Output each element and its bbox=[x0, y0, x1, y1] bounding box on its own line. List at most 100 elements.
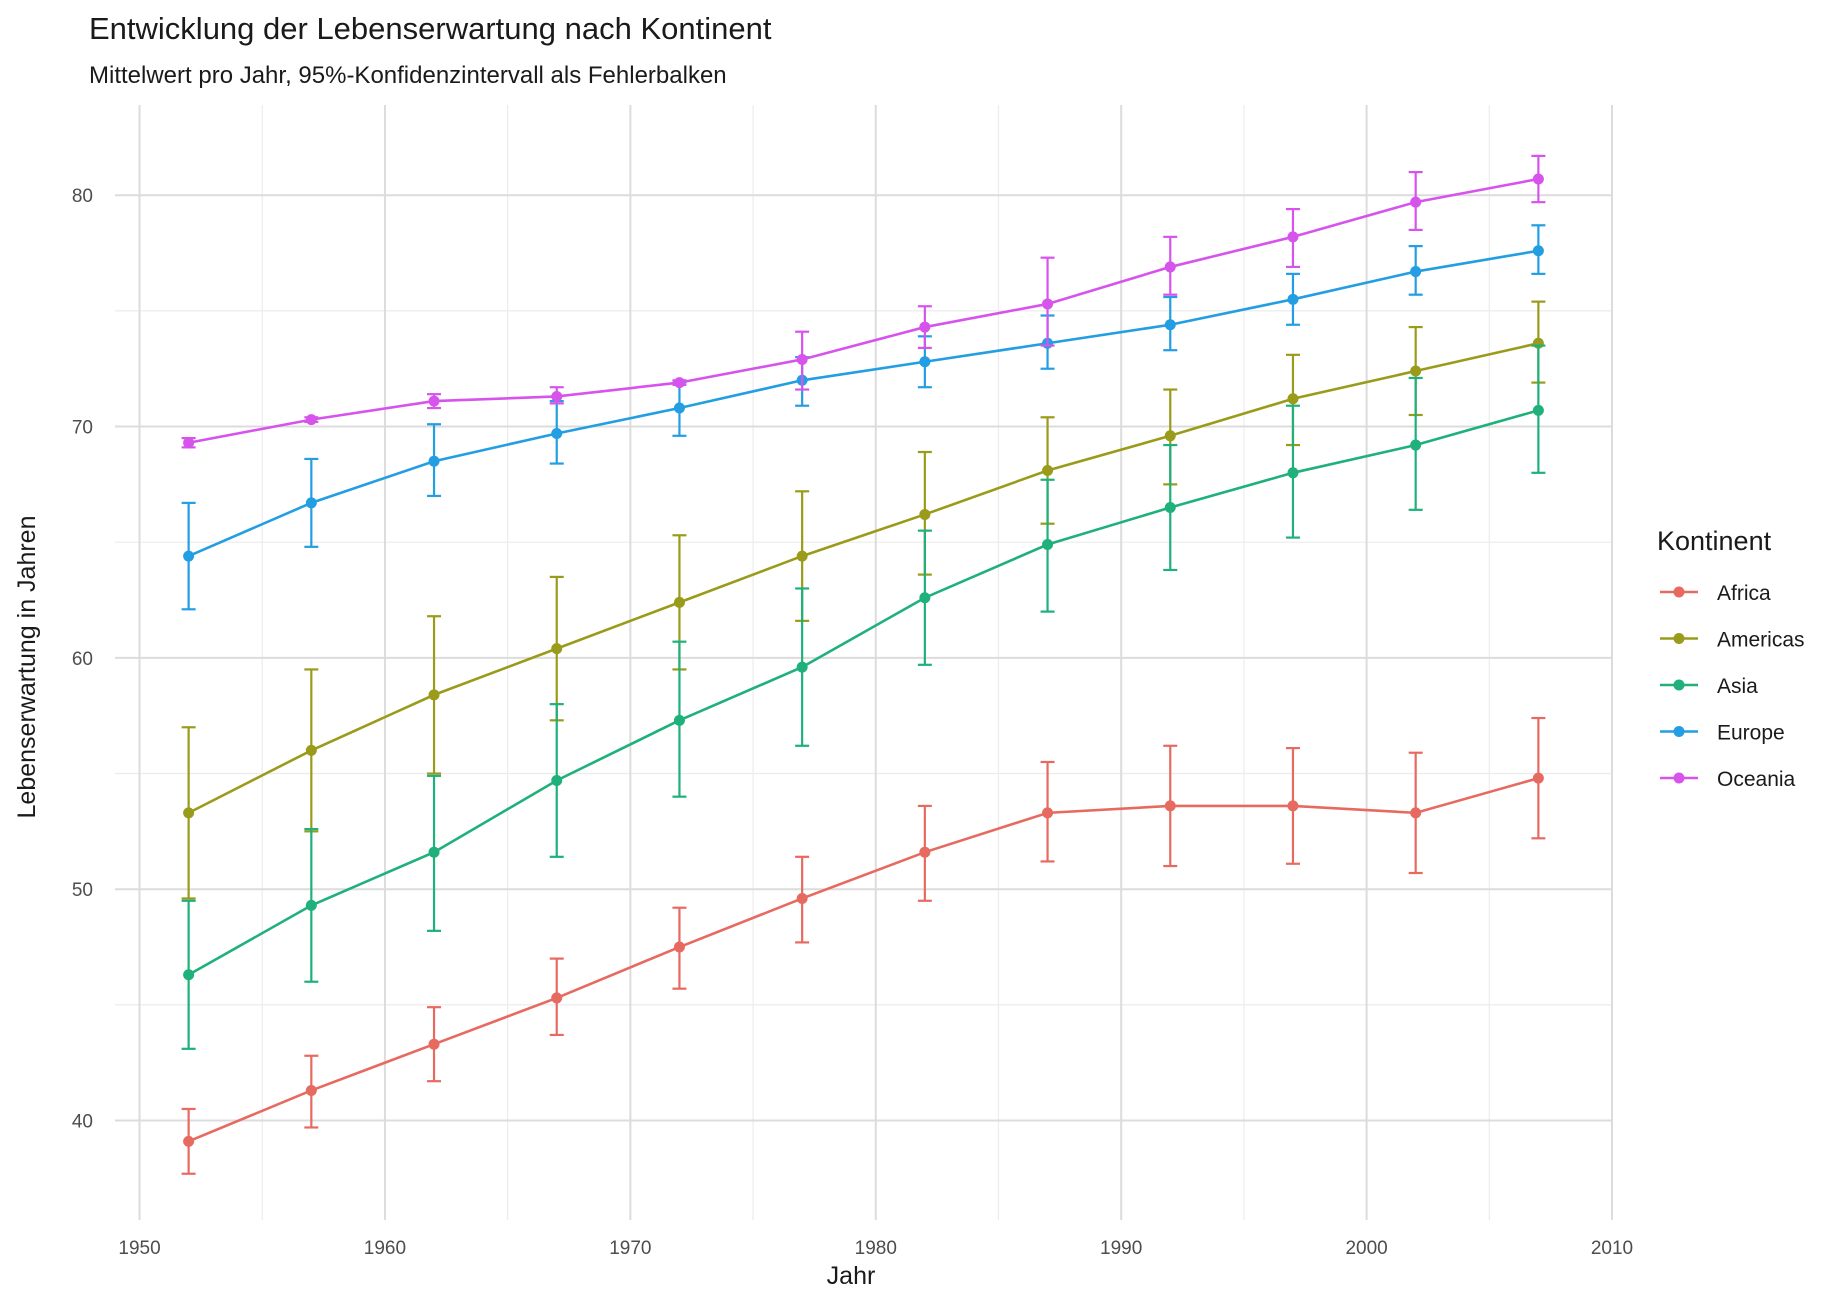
legend-title: Kontinent bbox=[1657, 526, 1772, 556]
x-tick-label: 2010 bbox=[1591, 1238, 1633, 1259]
data-point bbox=[1287, 800, 1299, 812]
data-point bbox=[428, 689, 440, 701]
data-point bbox=[919, 356, 931, 368]
data-point bbox=[551, 992, 563, 1004]
x-tick-label: 1990 bbox=[1100, 1238, 1142, 1259]
minor-gridlines bbox=[115, 105, 1612, 1220]
data-point bbox=[428, 395, 440, 407]
legend-label: Oceania bbox=[1717, 768, 1796, 791]
data-point bbox=[796, 892, 808, 904]
data-point bbox=[919, 846, 931, 858]
chart-title: Entwicklung der Lebenserwartung nach Kon… bbox=[89, 11, 772, 46]
legend-key-point bbox=[1673, 772, 1685, 784]
data-point bbox=[673, 714, 685, 726]
chart-subtitle: Mittelwert pro Jahr, 95%-Konfidenzinterv… bbox=[89, 62, 727, 89]
data-point bbox=[551, 390, 563, 402]
y-tick-label: 50 bbox=[72, 880, 93, 901]
data-point bbox=[1042, 807, 1054, 819]
legend-label: Africa bbox=[1717, 582, 1771, 605]
x-tick-label: 1950 bbox=[118, 1238, 160, 1259]
data-point bbox=[305, 1084, 317, 1096]
series-line bbox=[188, 776, 1539, 1143]
data-point bbox=[796, 661, 808, 673]
x-tick-label: 1960 bbox=[364, 1238, 406, 1259]
series-layer bbox=[181, 154, 1546, 1175]
data-point bbox=[673, 377, 685, 389]
data-point bbox=[919, 508, 931, 520]
data-point bbox=[1164, 319, 1176, 331]
series-line bbox=[188, 177, 1539, 445]
legend-key-point bbox=[1673, 586, 1685, 598]
data-point bbox=[673, 596, 685, 608]
data-point bbox=[796, 550, 808, 562]
x-axis-ticks: 1950 1960 1970 1980 1990 2000 2010 bbox=[118, 1238, 1633, 1259]
data-point bbox=[1410, 365, 1422, 377]
y-tick-label: 60 bbox=[72, 649, 93, 670]
data-point bbox=[183, 550, 195, 562]
data-point bbox=[1410, 807, 1422, 819]
data-point bbox=[551, 774, 563, 786]
data-point bbox=[1287, 393, 1299, 405]
y-tick-label: 70 bbox=[72, 418, 93, 439]
legend: Kontinent Africa Americas Asia Europe Oceani… bbox=[1657, 526, 1805, 791]
data-point bbox=[1410, 196, 1422, 208]
data-point bbox=[428, 846, 440, 858]
legend-item-americas: Americas bbox=[1660, 629, 1805, 652]
data-point bbox=[551, 427, 563, 439]
series-europe bbox=[181, 224, 1546, 611]
data-point bbox=[305, 744, 317, 756]
x-tick-label: 1970 bbox=[609, 1238, 651, 1259]
data-point bbox=[1164, 502, 1176, 514]
data-point bbox=[428, 1038, 440, 1050]
x-tick-label: 1980 bbox=[855, 1238, 897, 1259]
data-point bbox=[1287, 293, 1299, 305]
major-gridlines bbox=[115, 105, 1613, 1220]
data-point bbox=[796, 353, 808, 365]
data-point bbox=[1042, 464, 1054, 476]
series-line bbox=[188, 341, 1539, 815]
data-point bbox=[1164, 430, 1176, 442]
data-point bbox=[1287, 467, 1299, 479]
series-asia bbox=[181, 344, 1546, 1050]
legend-item-asia: Asia bbox=[1660, 675, 1758, 698]
data-point bbox=[183, 807, 195, 819]
data-point bbox=[1532, 245, 1544, 257]
data-point bbox=[1287, 231, 1299, 243]
y-tick-label: 80 bbox=[72, 186, 93, 207]
data-point bbox=[305, 497, 317, 509]
x-axis-label: Jahr bbox=[827, 1262, 876, 1290]
data-point bbox=[183, 969, 195, 981]
data-point bbox=[673, 941, 685, 953]
data-point bbox=[305, 899, 317, 911]
series-line bbox=[187, 409, 1539, 976]
data-point bbox=[428, 455, 440, 467]
data-point bbox=[673, 402, 685, 414]
legend-item-europe: Europe bbox=[1660, 722, 1785, 745]
y-tick-label: 40 bbox=[72, 1112, 93, 1133]
data-point bbox=[1532, 173, 1544, 185]
legend-key-point bbox=[1673, 633, 1685, 644]
y-axis-label: Lebenserwartung in Jahren bbox=[13, 516, 41, 819]
data-point bbox=[1164, 261, 1176, 273]
data-point bbox=[183, 1135, 195, 1147]
data-point bbox=[1532, 404, 1544, 416]
legend-label: Europe bbox=[1717, 722, 1785, 745]
x-tick-label: 2000 bbox=[1345, 1238, 1387, 1259]
data-point bbox=[183, 437, 195, 449]
data-point bbox=[1164, 800, 1176, 812]
y-axis-ticks: 40 50 60 70 80 bbox=[72, 186, 93, 1132]
data-point bbox=[305, 414, 317, 426]
data-point bbox=[551, 643, 563, 655]
series-africa bbox=[181, 716, 1546, 1175]
data-point bbox=[1042, 298, 1054, 310]
legend-key-point bbox=[1673, 679, 1685, 691]
series-oceania bbox=[181, 154, 1546, 449]
legend-label: Americas bbox=[1717, 629, 1805, 652]
data-point bbox=[919, 321, 931, 333]
legend-item-africa: Africa bbox=[1660, 582, 1771, 605]
data-point bbox=[1410, 439, 1422, 451]
legend-item-oceania: Oceania bbox=[1660, 768, 1796, 791]
data-point bbox=[1532, 772, 1544, 784]
legend-key-point bbox=[1673, 726, 1685, 737]
